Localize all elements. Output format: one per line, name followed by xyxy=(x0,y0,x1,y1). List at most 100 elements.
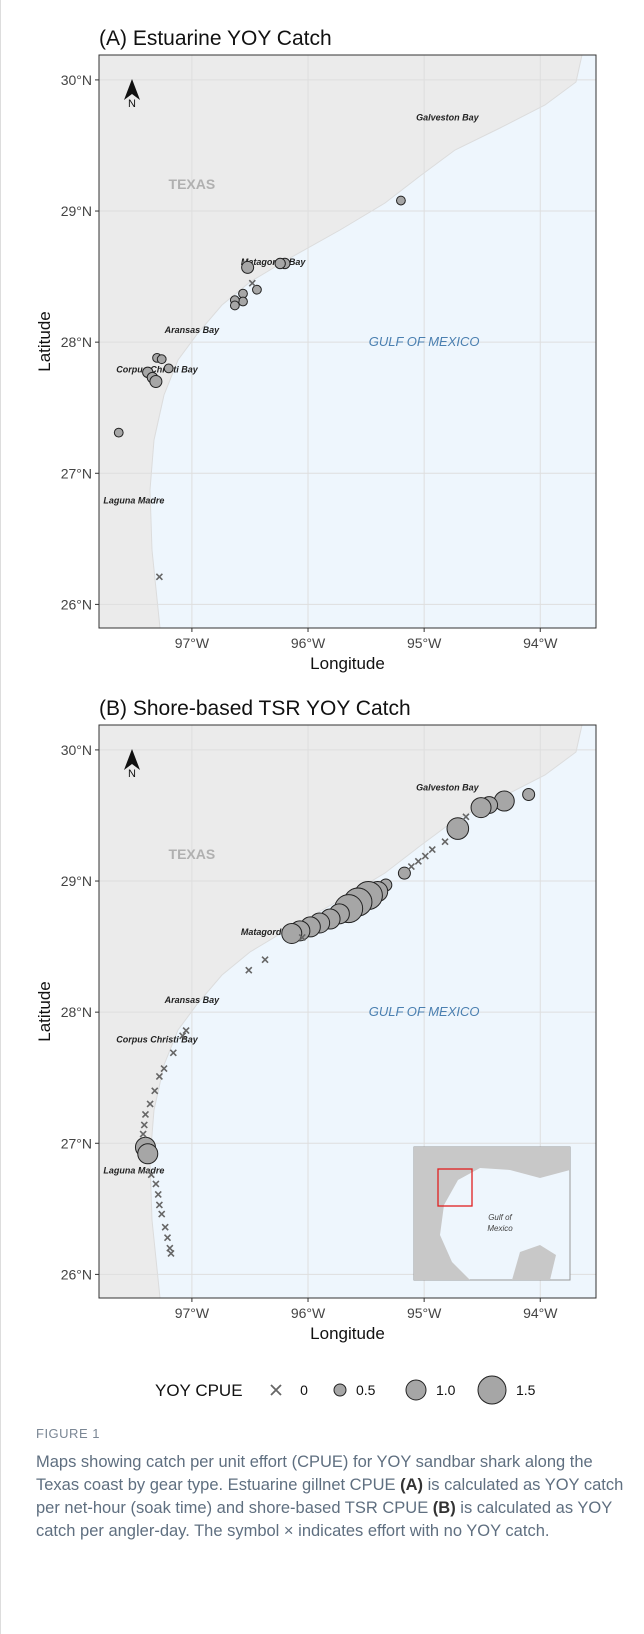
catch-point xyxy=(149,374,163,388)
zero-catch xyxy=(421,852,429,860)
zero-catch xyxy=(407,863,415,871)
catch-point xyxy=(113,427,124,438)
y-axis-label: Latitude xyxy=(35,311,54,372)
x-tick-label: 96°W xyxy=(291,635,326,651)
zero-catch xyxy=(141,1110,150,1118)
inset-frame xyxy=(437,1168,473,1207)
zero-catch xyxy=(151,1087,159,1095)
zero-catch xyxy=(155,573,163,581)
legend-label: 1.5 xyxy=(516,1382,536,1398)
place-label: GULF OF MEXICO xyxy=(369,1004,480,1019)
catch-point xyxy=(522,787,536,801)
caption-part: (B) xyxy=(432,1499,456,1517)
north-arrow xyxy=(124,749,140,770)
zero-catch xyxy=(155,1201,163,1209)
zero-catch xyxy=(146,1100,154,1108)
zero-catch xyxy=(158,1210,166,1218)
caption-text: Maps showing catch per unit effort (CPUE… xyxy=(36,1451,636,1543)
x-tick-label: 95°W xyxy=(407,1305,442,1321)
place-label: Galveston Bay xyxy=(416,113,480,123)
x-tick-label: 95°W xyxy=(407,635,442,651)
place-label: Laguna Madre xyxy=(103,496,164,506)
y-tick-label: 27°N xyxy=(61,465,92,481)
inset-land xyxy=(414,1147,570,1280)
legend-key xyxy=(333,1383,347,1397)
x-axis-label: Longitude xyxy=(310,654,385,673)
y-tick-label: 27°N xyxy=(61,1135,92,1151)
zero-catch xyxy=(147,1171,155,1179)
zero-catch xyxy=(245,966,253,974)
legend-label: 1.0 xyxy=(436,1382,456,1398)
place-label: Aransas Bay xyxy=(164,995,221,1005)
zero-catch xyxy=(261,956,269,964)
catch-point xyxy=(396,195,406,206)
x-tick-label: 97°W xyxy=(175,635,210,651)
inset-land xyxy=(512,1245,556,1280)
zero-catch xyxy=(428,845,436,854)
catch-point xyxy=(281,922,303,944)
caption-label: FIGURE 1 xyxy=(36,1426,100,1441)
y-tick-label: 26°N xyxy=(61,596,92,612)
panel-title: (B) Shore-based TSR YOY Catch xyxy=(99,697,411,720)
zero-catch xyxy=(163,1234,172,1242)
border xyxy=(0,0,1,1634)
place-label: Galveston Bay xyxy=(416,783,480,793)
zero-catch xyxy=(140,1121,148,1129)
legend-title: YOY CPUE xyxy=(155,1381,243,1400)
y-tick-label: 28°N xyxy=(61,1004,92,1020)
zero-catch xyxy=(161,1223,169,1231)
zero-catch xyxy=(152,1180,160,1188)
zero-catch xyxy=(166,1244,174,1252)
catch-point xyxy=(470,797,492,819)
catch-point xyxy=(229,300,240,311)
legend-key xyxy=(477,1375,507,1405)
y-tick-label: 30°N xyxy=(61,72,92,88)
zero-catch xyxy=(441,838,449,846)
land xyxy=(98,724,583,1299)
place-label: GULF OF MEXICO xyxy=(369,334,480,349)
north-label: N xyxy=(128,768,136,780)
zero-catch xyxy=(169,1049,177,1057)
place-label: Matagorda Bay xyxy=(241,257,307,267)
place-label: Aransas Bay xyxy=(164,325,221,335)
x-tick-label: 94°W xyxy=(523,1305,558,1321)
place-label: Corpus Christi Bay xyxy=(116,364,199,374)
x-tick-label: 96°W xyxy=(291,1305,326,1321)
y-axis-label: Latitude xyxy=(35,981,54,1042)
panel-title: (A) Estuarine YOY Catch xyxy=(99,27,332,50)
catch-point xyxy=(446,817,470,840)
x-tick-label: 94°W xyxy=(523,635,558,651)
place-label: TEXAS xyxy=(169,176,216,192)
x-tick-label: 97°W xyxy=(175,1305,210,1321)
catch-point xyxy=(163,363,174,374)
zero-catch xyxy=(182,1026,190,1035)
caption-part: is calculated as YOY catch per net-hour … xyxy=(36,1476,624,1517)
zero-catch xyxy=(155,1072,163,1080)
catch-point xyxy=(252,284,262,295)
y-tick-label: 29°N xyxy=(61,203,92,219)
zero-catch xyxy=(179,1032,187,1040)
zero-catch xyxy=(154,1190,162,1198)
y-tick-label: 29°N xyxy=(61,873,92,889)
inset-label: Gulf of xyxy=(488,1213,512,1222)
catch-point xyxy=(137,1143,159,1165)
legend-key xyxy=(405,1379,427,1401)
zero-catch xyxy=(462,813,470,821)
caption-part: Maps showing catch per unit effort (CPUE… xyxy=(36,1453,593,1494)
zero-catch xyxy=(248,279,256,287)
zero-catch xyxy=(167,1249,175,1257)
catch-point xyxy=(274,257,286,270)
zero-catch xyxy=(139,1130,147,1138)
catch-point xyxy=(397,866,411,880)
x-axis-label: Longitude xyxy=(310,1324,385,1343)
caption-part: is calculated as YOY catch per angler-da… xyxy=(36,1499,612,1540)
y-tick-label: 26°N xyxy=(61,1266,92,1282)
legend-label: 0.5 xyxy=(356,1382,376,1398)
place-label: Laguna Madre xyxy=(103,1166,164,1176)
inset-label: Mexico xyxy=(487,1224,513,1233)
y-tick-label: 30°N xyxy=(61,742,92,758)
legend-key xyxy=(270,1384,282,1396)
caption-part: (A) xyxy=(400,1476,424,1494)
catch-point xyxy=(241,260,255,274)
